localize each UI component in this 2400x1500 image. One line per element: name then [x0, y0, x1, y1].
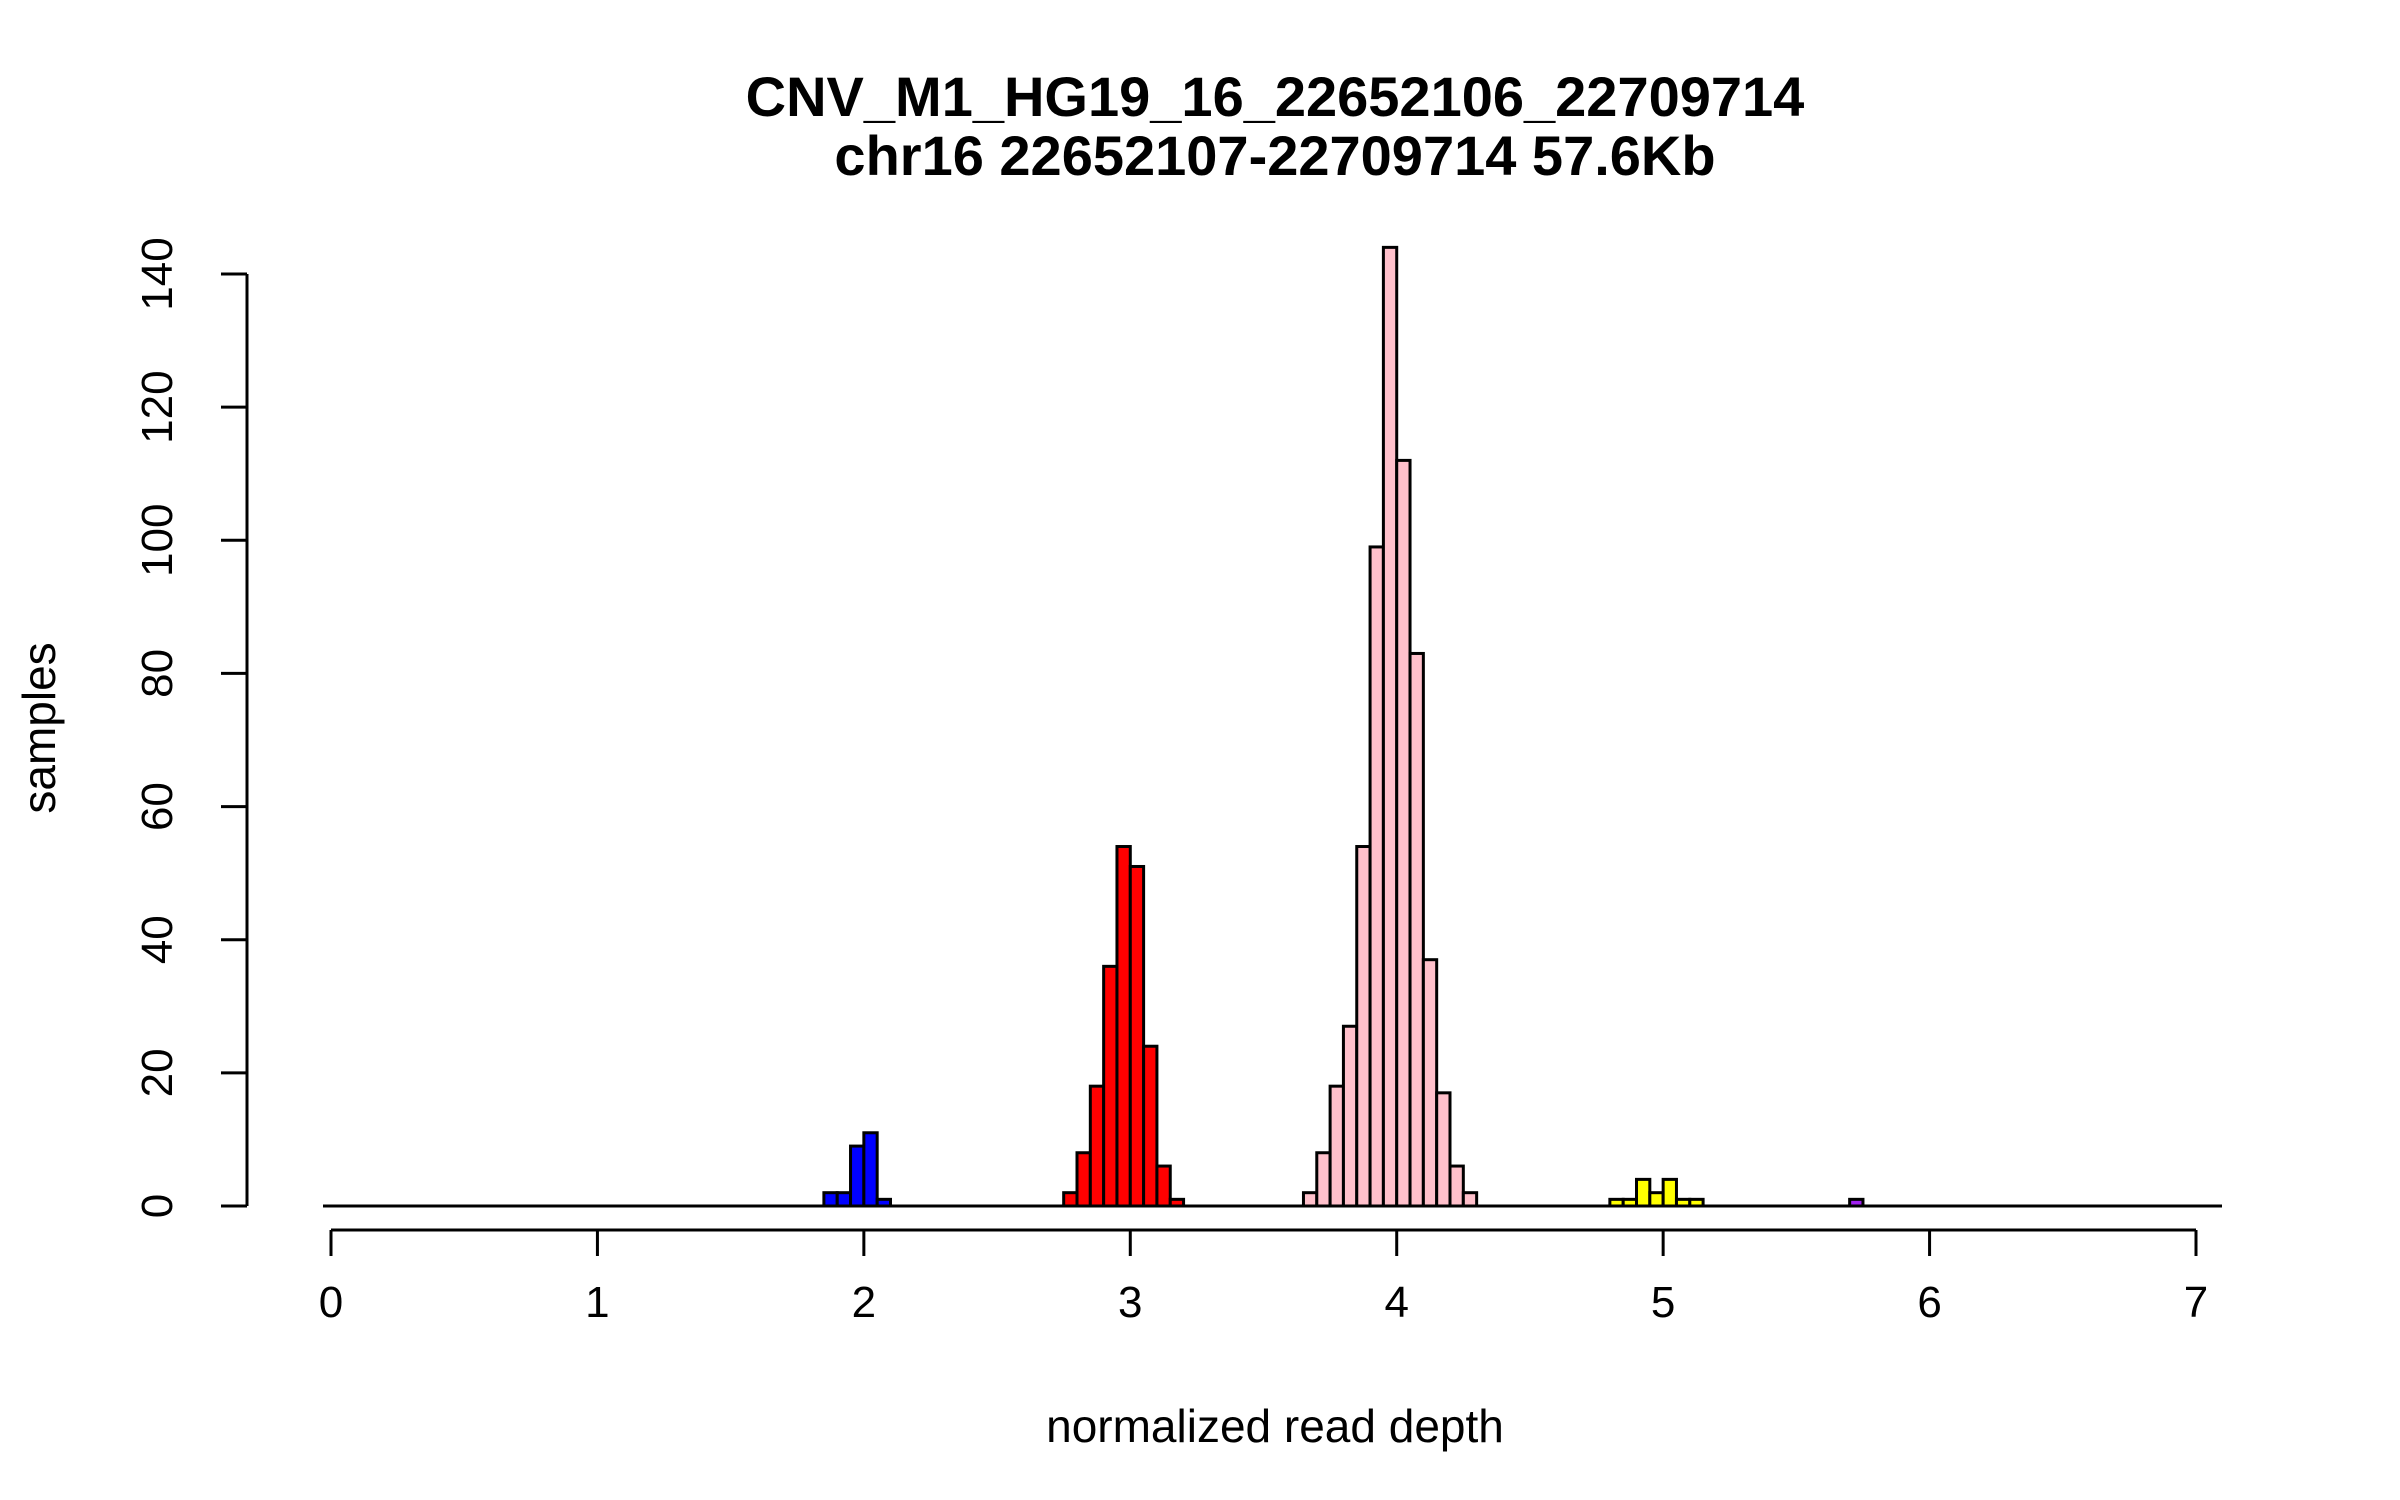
- histogram-bar: [1062, 1191, 1079, 1208]
- histogram-bar: [1368, 545, 1385, 1208]
- histogram-bar: [1328, 1084, 1345, 1208]
- histogram-bar: [1102, 964, 1119, 1208]
- x-axis: 0 1 2 3 4 5 6 7: [319, 1228, 2208, 1327]
- histogram-bar: [1075, 1151, 1092, 1208]
- x-tick-label: 4: [1384, 1278, 1408, 1327]
- histogram-bar: [849, 1144, 866, 1208]
- histogram-bar: [1648, 1191, 1665, 1208]
- chart-title: CNV_M1_HG19_16_22652106_22709714: [746, 65, 1805, 128]
- histogram-bar: [1661, 1177, 1678, 1208]
- histogram-bar: [1435, 1091, 1452, 1208]
- y-tick-label: 80: [133, 649, 182, 698]
- bars-group: [822, 245, 1865, 1208]
- chart-subtitle: chr16 22652107-22709714 57.6Kb: [834, 124, 1715, 187]
- histogram-bar: [1461, 1191, 1479, 1208]
- histogram-bar: [835, 1191, 853, 1208]
- x-tick-label: 0: [319, 1278, 343, 1327]
- x-tick-label: 7: [2184, 1278, 2208, 1327]
- y-tick-label: 60: [133, 782, 182, 831]
- y-tick-label: 140: [133, 237, 182, 310]
- histogram-bar: [1408, 651, 1425, 1208]
- histogram-bar: [1395, 458, 1412, 1208]
- y-axis-label: samples: [13, 642, 65, 813]
- histogram-bar: [822, 1191, 839, 1208]
- x-axis-label: normalized read depth: [1046, 1400, 1504, 1452]
- histogram-bar: [1355, 845, 1372, 1208]
- histogram-bar: [1315, 1151, 1332, 1208]
- x-tick-label: 3: [1118, 1278, 1142, 1327]
- histogram-bar: [1142, 1044, 1159, 1208]
- histogram-bar: [862, 1131, 879, 1208]
- histogram-bar: [1115, 845, 1132, 1208]
- histogram-bar: [1128, 864, 1146, 1208]
- histogram-bar: [1635, 1177, 1652, 1208]
- histogram-bar: [1448, 1164, 1465, 1208]
- histogram-bar: [1155, 1164, 1172, 1208]
- x-tick-label: 1: [585, 1278, 609, 1327]
- x-tick-label: 2: [852, 1278, 876, 1327]
- x-tick-label: 6: [1917, 1278, 1941, 1327]
- y-tick-label: 40: [133, 915, 182, 964]
- y-tick-label: 0: [133, 1194, 182, 1218]
- histogram-bar: [1088, 1084, 1106, 1208]
- histogram-bar: [1301, 1191, 1319, 1208]
- histogram-bar: [1381, 245, 1399, 1208]
- x-tick-label: 5: [1651, 1278, 1675, 1327]
- y-tick-label: 120: [133, 370, 182, 443]
- y-axis: 0 20 40 60 80 100 120 140: [133, 237, 249, 1218]
- histogram-bar: [1421, 958, 1439, 1208]
- y-tick-label: 20: [133, 1048, 182, 1097]
- y-tick-label: 100: [133, 504, 182, 577]
- histogram-bar: [1341, 1024, 1359, 1208]
